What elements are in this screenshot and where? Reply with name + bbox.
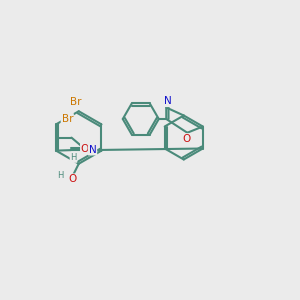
- Text: Br: Br: [61, 114, 73, 124]
- Text: O: O: [182, 134, 190, 144]
- Text: O: O: [81, 144, 89, 154]
- Text: H: H: [58, 170, 64, 179]
- Text: Br: Br: [70, 97, 82, 107]
- Text: H: H: [70, 153, 77, 162]
- Text: N: N: [164, 96, 171, 106]
- Text: O: O: [68, 174, 76, 184]
- Text: N: N: [88, 145, 96, 154]
